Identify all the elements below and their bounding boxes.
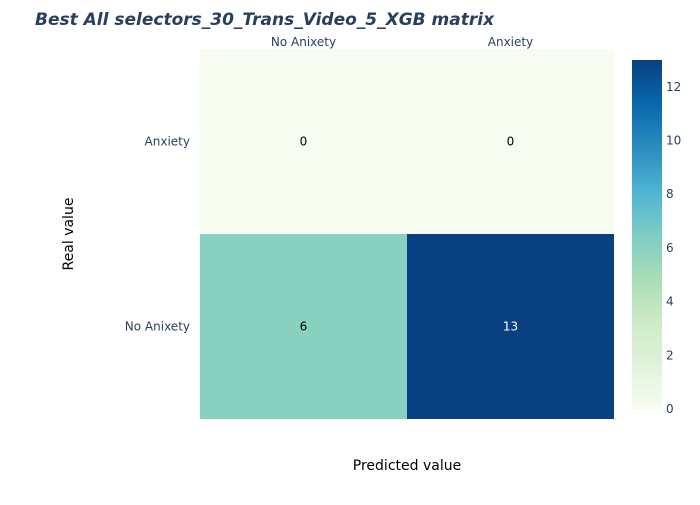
x-axis-ticks: No Anixety Anxiety	[271, 35, 533, 49]
cell-value-label: 6	[300, 320, 308, 334]
cell-value-label: 0	[300, 135, 308, 149]
chart-title: Best All selectors_30_Trans_Video_5_XGB …	[35, 10, 495, 30]
colorbar-tick-label: 10	[666, 134, 681, 148]
x-axis-title: Predicted value	[353, 458, 461, 474]
colorbar-tick-label: 0	[666, 402, 674, 416]
x-tick-label: No Anixety	[271, 35, 336, 49]
colorbar-tick-label: 2	[666, 348, 674, 362]
cell-value-label: 0	[507, 135, 515, 149]
x-tick-label: Anxiety	[488, 35, 533, 49]
colorbar-tick-label: 12	[666, 80, 681, 94]
y-axis-ticks: Anxiety No Anixety	[125, 135, 190, 334]
heatmap-cell	[200, 49, 407, 234]
y-tick-label: No Anixety	[125, 320, 190, 334]
colorbar-tick-label: 4	[666, 295, 674, 309]
y-tick-label: Anxiety	[145, 135, 190, 149]
colorbar-tick-label: 8	[666, 187, 674, 201]
heatmap-cell	[407, 49, 614, 234]
y-axis-title: Real value	[61, 198, 77, 271]
colorbar-tick-label: 6	[666, 241, 674, 255]
heatmap-cell	[200, 234, 407, 419]
heatmap-cell	[407, 234, 614, 419]
colorbar-ticks: 0 2 4 6 8 10 12	[666, 80, 681, 416]
cell-value-label: 13	[503, 320, 518, 334]
heatmap-cells	[200, 49, 614, 419]
colorbar	[632, 60, 662, 409]
heatmap-cell-labels: 0 0 6 13	[300, 135, 518, 334]
